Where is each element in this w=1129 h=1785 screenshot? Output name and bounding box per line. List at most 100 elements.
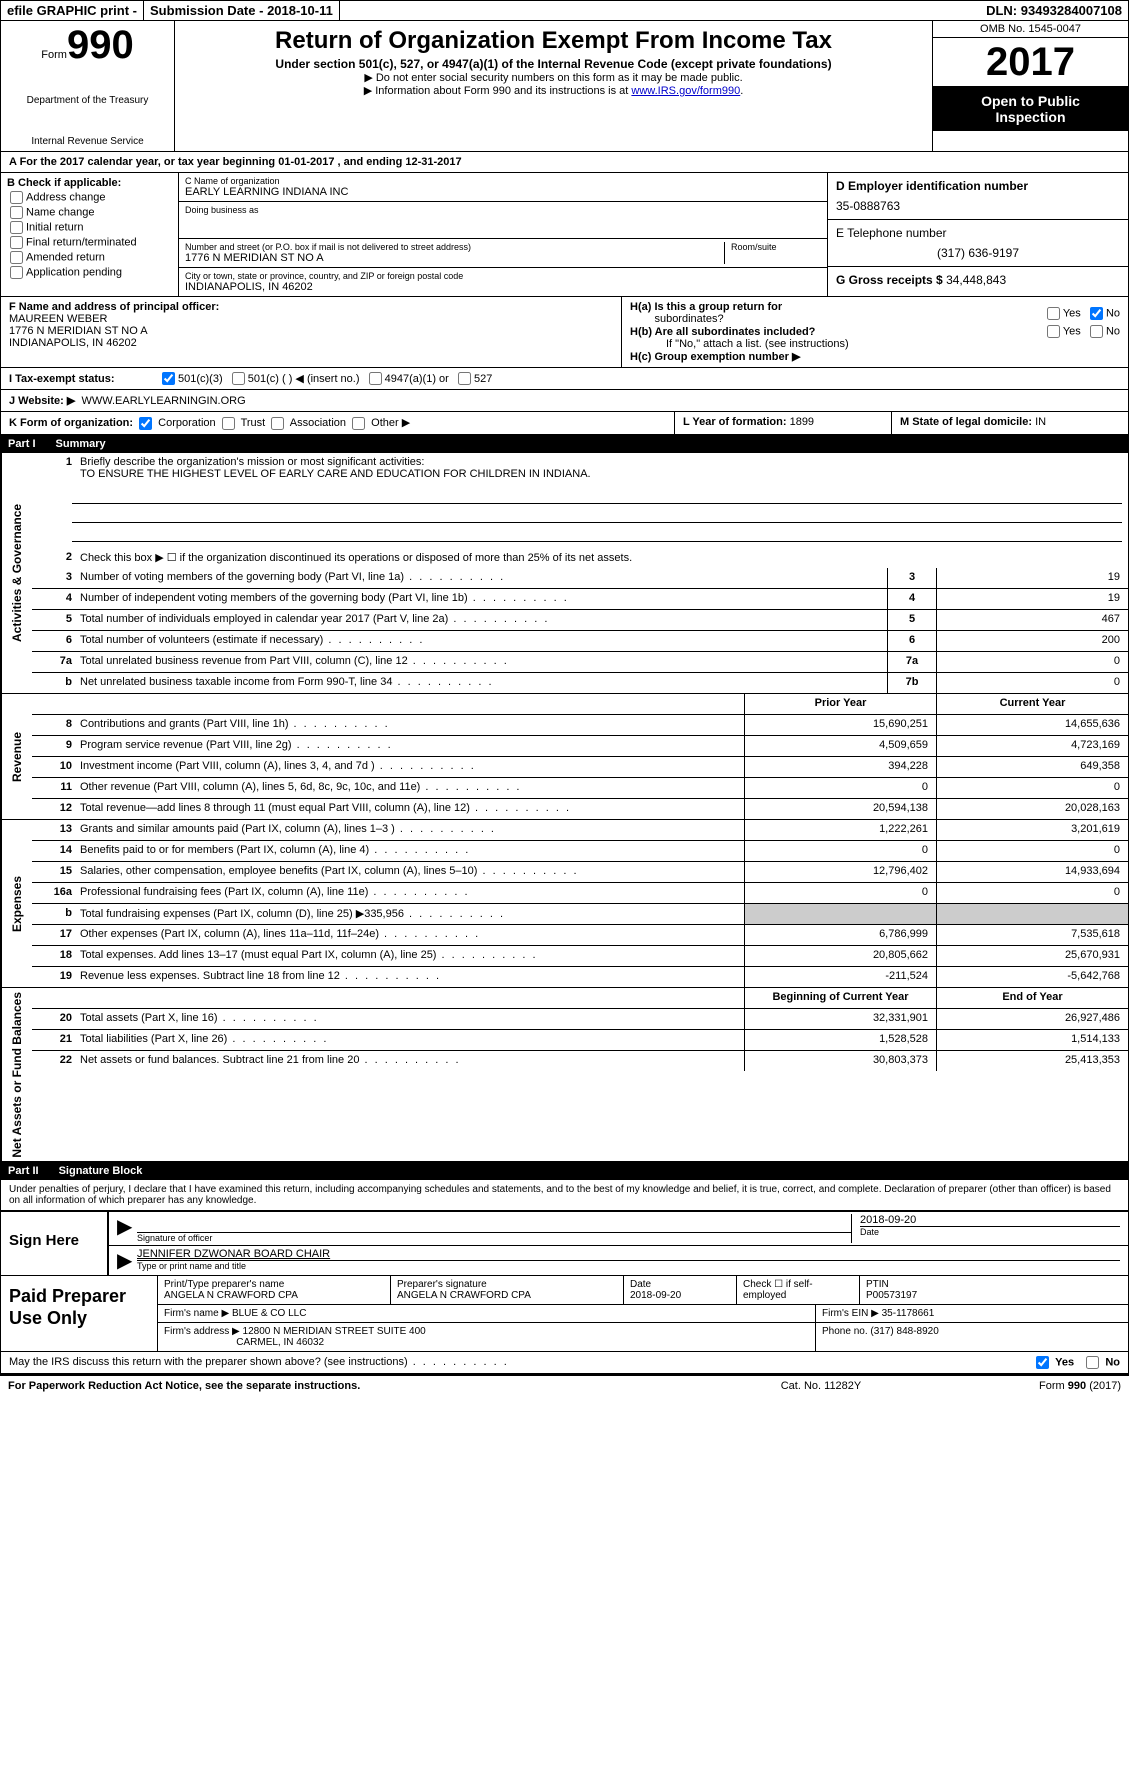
vlabel-netassets: Net Assets or Fund Balances [1,988,32,1162]
gov-line-6: 6 Total number of volunteers (estimate i… [32,631,1128,652]
form-number: 990 [67,23,134,67]
line-17: 17 Other expenses (Part IX, column (A), … [32,925,1128,946]
line-12: 12 Total revenue—add lines 8 through 11 … [32,799,1128,819]
form-note-info: ▶ Information about Form 990 and its ins… [179,84,928,97]
form-note-ssn: ▶ Do not enter social security numbers o… [179,71,928,84]
officer-label: F Name and address of principal officer: [9,301,613,313]
ha-label: H(a) Is this a group return for [630,301,782,313]
mission-text: TO ENSURE THE HIGHEST LEVEL OF EARLY CAR… [80,468,591,480]
footer-formref: Form 990 (2017) [921,1380,1121,1392]
chk-corporation[interactable] [139,417,152,430]
hb-yesno: Yes No [1044,325,1120,338]
ha-yes[interactable] [1047,307,1060,320]
ein-value: 35-0888763 [836,199,1120,213]
website-url: WWW.EARLYLEARNINGIN.ORG [81,395,245,407]
firm-addr-label: Firm's address ▶ [164,1326,240,1337]
gov-line-3: 3 Number of voting members of the govern… [32,568,1128,589]
chk-address-change[interactable]: Address change [7,191,172,204]
chk-4947[interactable] [369,372,382,385]
line-20: 20 Total assets (Part X, line 16) 32,331… [32,1009,1128,1030]
chk-501c3[interactable] [162,372,175,385]
ptin-value: P00573197 [866,1290,1122,1301]
form-year-block: OMB No. 1545-0047 2017 Open to PublicIns… [933,21,1128,151]
prep-self-employed: Check ☐ if self-employed [737,1276,860,1304]
city-label: City or town, state or province, country… [185,271,821,281]
chk-other[interactable] [352,417,365,430]
gross-label: G Gross receipts $ [836,273,943,287]
room-label: Room/suite [731,242,821,252]
section-d-ein: D Employer identification number 35-0888… [828,173,1128,296]
col-prior-year: Prior Year [744,694,936,714]
ha-yesno: Yes No [1044,307,1120,320]
line-10: 10 Investment income (Part VIII, column … [32,757,1128,778]
part1-title: Summary [56,438,106,450]
officer-addr2: INDIANAPOLIS, IN 46202 [9,337,613,349]
section-c-nameaddr: C Name of organization EARLY LEARNING IN… [179,173,828,296]
chk-527[interactable] [458,372,471,385]
city-value: INDIANAPOLIS, IN 46202 [185,281,821,293]
ha-no[interactable] [1090,307,1103,320]
vlabel-expenses: Expenses [1,820,32,987]
ptin-label: PTIN [866,1279,1122,1290]
chk-initial-return[interactable]: Initial return [7,221,172,234]
form-number-block: Form990 Department of the Treasury Inter… [1,21,175,151]
section-l-formation: L Year of formation: 1899 [675,412,892,434]
line2-num: 2 [32,548,76,568]
chk-association[interactable] [271,417,284,430]
discuss-yes[interactable] [1036,1356,1049,1369]
chk-amended-return[interactable]: Amended return [7,251,172,264]
line-13: 13 Grants and similar amounts paid (Part… [32,820,1128,841]
mission-blank-lines [32,483,1128,548]
section-b-checkboxes: B Check if applicable: Address change Na… [1,173,179,296]
section-b-header: B Check if applicable: [7,177,172,189]
street-value: 1776 N MERIDIAN ST NO A [185,252,724,264]
form-title: Return of Organization Exempt From Incom… [179,27,928,55]
sign-here-label: Sign Here [1,1212,109,1275]
form-prefix: Form [41,49,67,61]
ein-label: D Employer identification number [836,179,1120,193]
firm-addr2: CARMEL, IN 46032 [236,1337,324,1348]
discuss-text: May the IRS discuss this return with the… [9,1356,408,1368]
hb-label: H(b) Are all subordinates included? [630,326,815,338]
preparer-block: Paid Preparer Use Only Print/Type prepar… [0,1276,1129,1352]
efile-label: efile GRAPHIC print - [1,1,144,20]
line-b: b Total fundraising expenses (Part IX, c… [32,904,1128,925]
firm-phone: (317) 848-8920 [870,1326,938,1337]
col-begin-year: Beginning of Current Year [744,988,936,1008]
line-11: 11 Other revenue (Part VIII, column (A),… [32,778,1128,799]
col-end-year: End of Year [936,988,1128,1008]
gross-value: 34,448,843 [946,273,1006,287]
gov-line-7a: 7a Total unrelated business revenue from… [32,652,1128,673]
line-18: 18 Total expenses. Add lines 13–17 (must… [32,946,1128,967]
sign-arrow-icon: ▶ [117,1214,137,1243]
officer-name: MAUREEN WEBER [9,313,613,325]
dba-label: Doing business as [185,205,821,215]
sig-date-value: 2018-09-20 [860,1214,1120,1226]
name-title-label: Type or print name and title [137,1260,1120,1271]
tax-year: 2017 [933,38,1128,87]
chk-application-pending[interactable]: Application pending [7,266,172,279]
row-j-website: J Website: ▶ WWW.EARLYLEARNINGIN.ORG [0,390,1129,412]
line-16a: 16a Professional fundraising fees (Part … [32,883,1128,904]
chk-name-change[interactable]: Name change [7,206,172,219]
line-14: 14 Benefits paid to or for members (Part… [32,841,1128,862]
phone-value: (317) 636-9197 [836,246,1120,260]
firm-name-label: Firm's name ▶ [164,1308,229,1319]
chk-trust[interactable] [222,417,235,430]
firm-ein-label: Firm's EIN ▶ [822,1308,879,1319]
section-h-group: H(a) Is this a group return for subordin… [622,297,1128,367]
discuss-no[interactable] [1086,1356,1099,1369]
org-name-label: C Name of organization [185,176,821,186]
form-title-block: Return of Organization Exempt From Incom… [175,21,933,151]
firm-phone-label: Phone no. [822,1326,868,1337]
irs-link[interactable]: www.IRS.gov/form990 [631,85,740,97]
hb-no[interactable] [1090,325,1103,338]
street-label: Number and street (or P.O. box if mail i… [185,242,724,252]
section-k-formorg: K Form of organization: Corporation Trus… [1,412,675,434]
footer-catno: Cat. No. 11282Y [721,1380,921,1392]
line2-desc: Check this box ▶ ☐ if the organization d… [76,548,1128,568]
chk-501c[interactable] [232,372,245,385]
chk-final-return[interactable]: Final return/terminated [7,236,172,249]
sig-date-label: Date [860,1226,1120,1237]
hb-yes[interactable] [1047,325,1060,338]
